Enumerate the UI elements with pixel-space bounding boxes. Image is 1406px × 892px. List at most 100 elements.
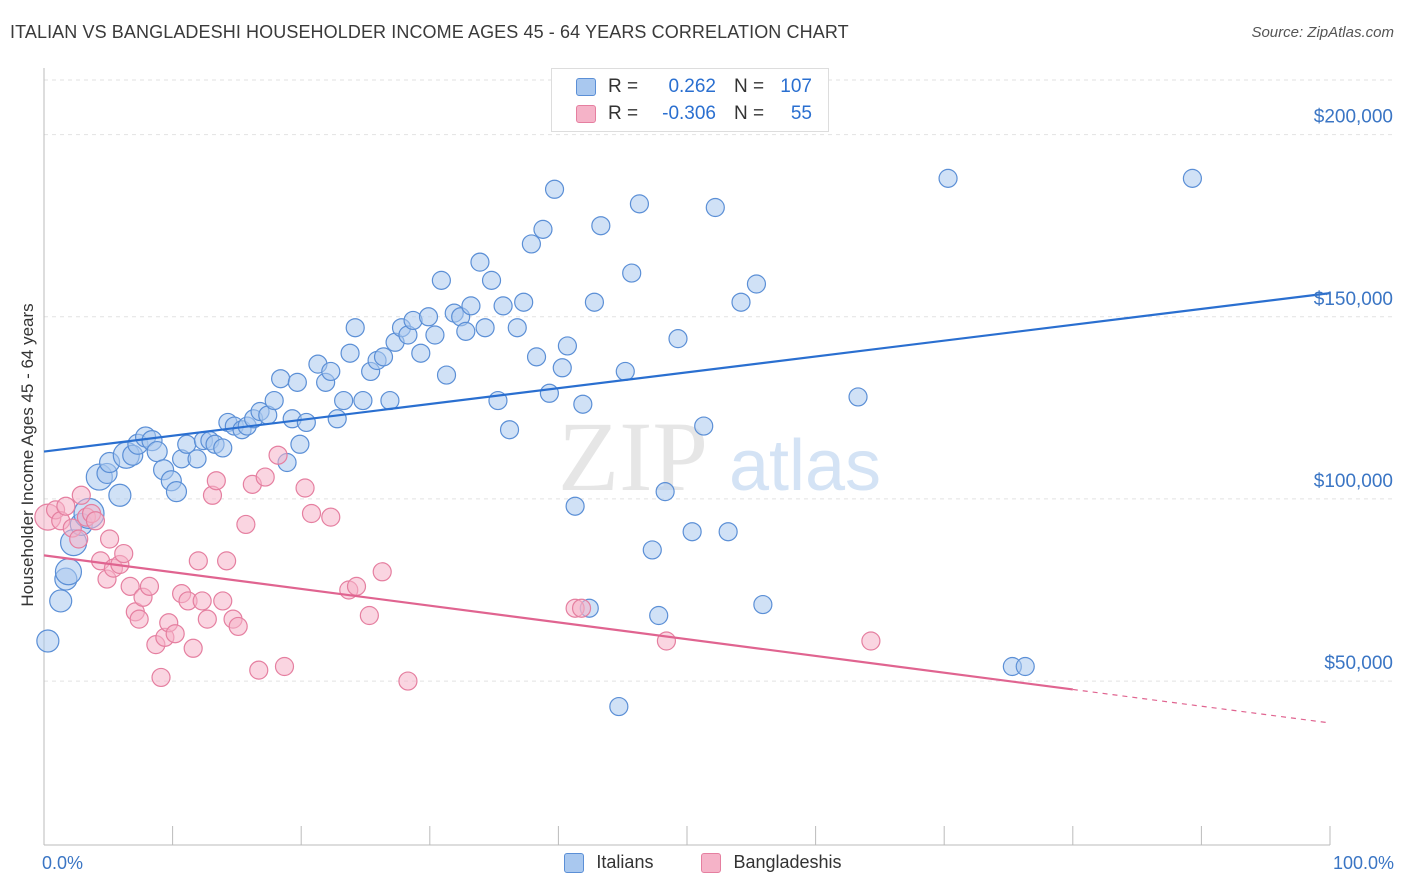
bangladeshis-label: Bangladeshis xyxy=(733,852,842,872)
bangladeshis-point xyxy=(139,576,160,596)
italians-point xyxy=(731,292,751,312)
bangladeshis-point xyxy=(359,605,379,626)
italians-point xyxy=(718,522,738,542)
italians-point xyxy=(327,409,347,429)
legend-row-bangladeshis: R = -0.306 N = 55 xyxy=(576,102,812,126)
bangladeshis-point xyxy=(192,591,212,611)
italians-point xyxy=(1015,656,1035,677)
y-tick-label: $100,000 xyxy=(1314,471,1393,492)
italians-point xyxy=(848,387,868,407)
series-legend-italians[interactable]: Italians xyxy=(564,852,653,873)
italians-point xyxy=(649,605,669,626)
italians-point xyxy=(108,483,132,507)
italians-point xyxy=(521,234,541,254)
italians-swatch xyxy=(564,852,585,873)
axes xyxy=(43,68,1331,846)
bangladeshis-point xyxy=(206,471,226,491)
legend-r-value: -0.306 xyxy=(662,103,716,124)
bangladeshis-point xyxy=(372,562,392,582)
legend-n-label: N = xyxy=(734,76,765,97)
bangladeshis-point xyxy=(274,656,295,677)
italians-point xyxy=(456,321,476,341)
italians-point xyxy=(264,390,284,411)
y-tick-labels: $50,000 $100,000 $150,000 $200,000 xyxy=(1314,107,1393,674)
correlation-legend: R = 0.262 N = 107 R = -0.306 N = 55 xyxy=(551,68,829,132)
legend-r-value: 0.262 xyxy=(668,76,716,97)
italians-point xyxy=(694,416,714,436)
italians-point xyxy=(213,438,233,458)
bangladeshis-point xyxy=(71,485,91,505)
bangladeshis-point xyxy=(217,551,237,571)
bangladeshis-point xyxy=(165,624,185,644)
italians-point xyxy=(544,179,565,199)
italians-point xyxy=(54,558,83,586)
italians-point xyxy=(622,263,642,283)
italians-point xyxy=(345,318,365,338)
italians-point xyxy=(938,168,958,188)
italians-point xyxy=(380,390,400,411)
chart-title: ITALIAN VS BANGLADESHI HOUSEHOLDER INCOM… xyxy=(10,22,849,42)
italians-trend-line xyxy=(43,292,1331,453)
x-tick-label-min: 0.0% xyxy=(42,853,84,873)
italians-point xyxy=(753,594,773,615)
bangladeshis-point xyxy=(321,507,341,527)
italians-point xyxy=(609,696,629,717)
legend-r-label: R = xyxy=(608,76,639,97)
bangladeshis-point xyxy=(398,671,418,691)
italians-point xyxy=(49,589,73,613)
italians-point xyxy=(481,270,502,290)
italians-point xyxy=(668,329,688,349)
italians-point xyxy=(334,390,354,411)
bangladeshis-point xyxy=(69,529,89,549)
italians-point xyxy=(425,325,445,345)
italians-point xyxy=(287,372,307,392)
italians-point xyxy=(418,307,439,327)
italians-point xyxy=(411,343,431,363)
italians-point xyxy=(493,296,513,316)
italians-point xyxy=(290,434,310,454)
italians-point xyxy=(655,482,675,502)
italians-point xyxy=(1182,168,1202,188)
y-axis-label: Householder Income Ages 45 - 64 years xyxy=(18,303,37,607)
italians-point xyxy=(36,629,60,653)
italians-point xyxy=(746,274,767,294)
series-legend-bangladeshis[interactable]: Bangladeshis xyxy=(701,852,842,873)
bangladeshis-point xyxy=(268,445,288,465)
bangladeshis-point xyxy=(346,576,367,596)
bangladeshis-point xyxy=(188,551,208,571)
series-legend: Italians Bangladeshis xyxy=(0,852,1406,873)
italians-point xyxy=(431,270,451,290)
italians-point xyxy=(591,216,611,236)
bangladeshis-point xyxy=(120,576,140,596)
x-tick-label-max: 100.0% xyxy=(1332,853,1394,873)
bangladeshis-point xyxy=(295,478,315,498)
legend-row-italians: R = 0.262 N = 107 xyxy=(576,75,812,99)
bangladeshis-point xyxy=(56,496,76,516)
bangladeshis-point xyxy=(197,609,217,629)
legend-n-label: N = xyxy=(734,103,765,124)
italians-point xyxy=(436,365,457,385)
watermark-atlas: atlas xyxy=(729,426,881,506)
bangladeshis-point xyxy=(129,609,149,629)
bangladeshis-point xyxy=(213,591,233,611)
italians-point xyxy=(470,252,490,272)
italians-point xyxy=(461,296,481,316)
legend-n-value: 107 xyxy=(780,76,812,97)
y-tick-label: $200,000 xyxy=(1314,107,1393,128)
bangladeshis-point xyxy=(571,598,592,618)
bangladeshis-point xyxy=(151,667,171,688)
italians-point xyxy=(539,383,559,403)
y-tick-label: $50,000 xyxy=(1324,653,1393,674)
italians-point xyxy=(187,449,207,469)
italians-point xyxy=(514,292,534,312)
bangladeshis-point xyxy=(99,529,120,549)
italians-point xyxy=(573,394,593,414)
italians-point xyxy=(584,292,605,312)
italians-point xyxy=(507,318,527,338)
italians-point xyxy=(615,361,635,382)
bangladeshis-point xyxy=(255,467,275,487)
bangladeshis-point xyxy=(301,503,322,524)
italians-point xyxy=(705,197,725,218)
data-points xyxy=(34,168,1202,717)
